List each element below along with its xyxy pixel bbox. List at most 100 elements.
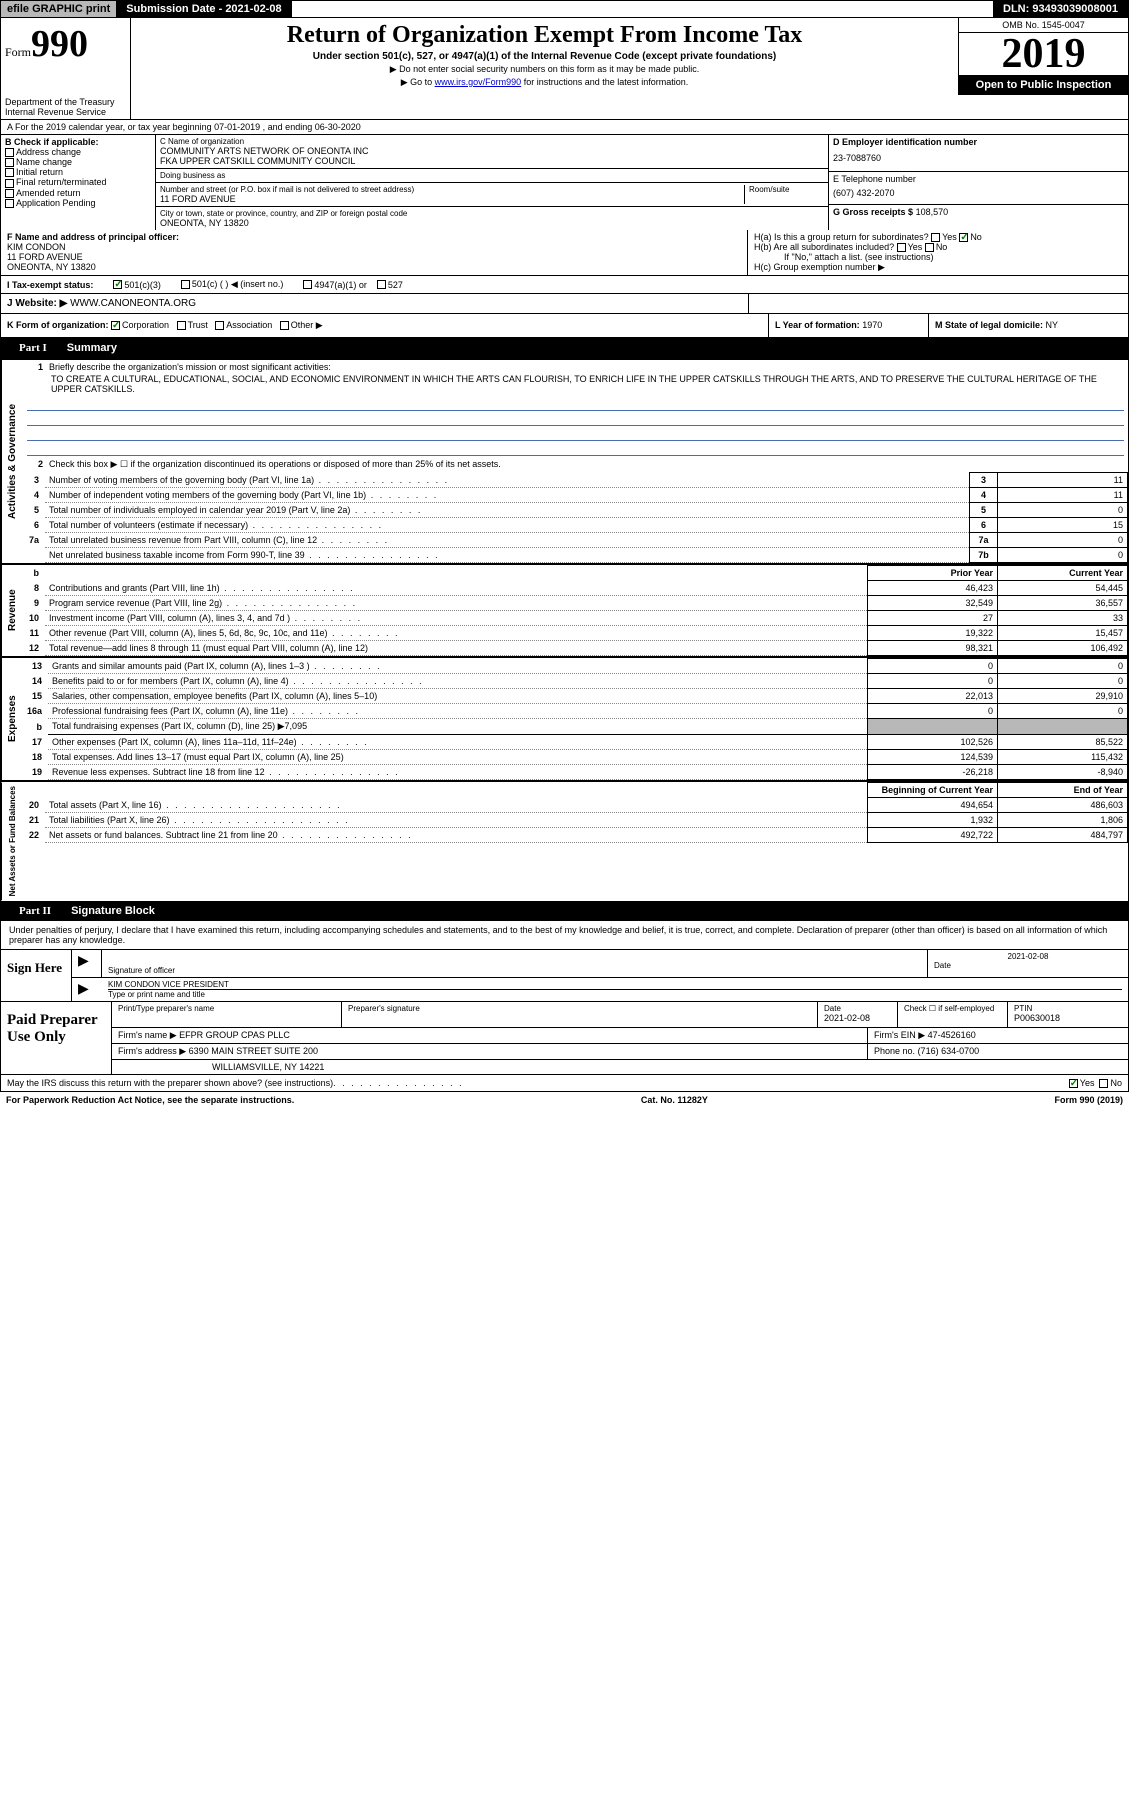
firm-addr1: 6390 MAIN STREET SUITE 200 [189, 1046, 318, 1056]
ein-value: 23-7088760 [833, 147, 1124, 169]
form-ref: Form 990 (2019) [1054, 1095, 1123, 1105]
netassets-content: Beginning of Current YearEnd of Year 20T… [23, 782, 1128, 900]
prep-row-2: Firm's name ▶ EFPR GROUP CPAS PLLC Firm'… [112, 1028, 1128, 1044]
org-address: 11 FORD AVENUE [160, 194, 744, 204]
prep-date: 2021-02-08 [824, 1013, 891, 1023]
check-address[interactable]: Address change [5, 147, 151, 157]
preparer-grid: Paid Preparer Use Only Print/Type prepar… [0, 1002, 1129, 1075]
revenue-side-label: Revenue [1, 565, 23, 656]
revenue-content: bPrior YearCurrent Year 8Contributions a… [23, 565, 1128, 656]
opt-501c: 501(c) ( ) ◀ (insert no.) [192, 279, 283, 290]
discuss-dots [333, 1078, 464, 1088]
check-501c3[interactable] [113, 280, 122, 289]
prep-row-4: WILLIAMSVILLE, NY 14221 [112, 1060, 1128, 1074]
form-org-label: K Form of organization: [7, 320, 109, 330]
rev-row-9: 9Program service revenue (Part VIII, lin… [23, 596, 1128, 611]
officer-addr2: ONEONTA, NY 13820 [7, 262, 741, 272]
exp-row-16b: bTotal fundraising expenses (Part IX, co… [23, 719, 1128, 735]
form-header: Form990 Return of Organization Exempt Fr… [0, 18, 1129, 95]
officer-name: KIM CONDON [7, 242, 741, 252]
prep-date-cell: Date 2021-02-08 [818, 1002, 898, 1027]
check-amended[interactable]: Amended return [5, 188, 151, 198]
mission-text: TO CREATE A CULTURAL, EDUCATIONAL, SOCIA… [23, 374, 1128, 396]
line-2-num: 2 [27, 459, 49, 470]
gross-cell: G Gross receipts $ 108,570 [829, 205, 1128, 219]
discuss-text: May the IRS discuss this return with the… [7, 1078, 333, 1088]
discuss-no[interactable]: No [1099, 1078, 1122, 1088]
prep-row-1: Print/Type preparer's name Preparer's si… [112, 1002, 1128, 1028]
firm-phone-label: Phone no. [874, 1046, 915, 1056]
tax-year: 2019 [959, 33, 1128, 75]
address-cell: Number and street (or P.O. box if mail i… [156, 183, 828, 207]
discuss-row: May the IRS discuss this return with the… [0, 1075, 1129, 1092]
website-label: J Website: ▶ [7, 298, 67, 309]
part-2-label: Part II [9, 904, 61, 918]
ein-cell: D Employer identification number 23-7088… [829, 135, 1128, 172]
check-initial[interactable]: Initial return [5, 167, 151, 177]
addr-label: Number and street (or P.O. box if mail i… [160, 185, 744, 194]
check-corp[interactable] [111, 321, 120, 330]
mission-line-1 [27, 397, 1124, 411]
main-title: Return of Organization Exempt From Incom… [141, 22, 948, 49]
opt-trust: Trust [188, 320, 208, 330]
instruction-1: ▶ Do not enter social security numbers o… [141, 64, 948, 75]
check-assoc[interactable] [215, 321, 224, 330]
check-4947[interactable] [303, 280, 312, 289]
room-label: Room/suite [749, 185, 824, 194]
dba-label: Doing business as [160, 171, 824, 180]
dept-treasury: Department of the Treasury Internal Reve… [1, 95, 131, 119]
sig-officer-row: ▶ Signature of officer 2021-02-08 Date [72, 950, 1128, 978]
prep-sig-label: Preparer's signature [348, 1004, 811, 1013]
dept-row: Department of the Treasury Internal Reve… [0, 95, 1129, 120]
ein-label: D Employer identification number [833, 137, 1124, 147]
act-row-3: 3Number of voting members of the governi… [23, 473, 1128, 488]
check-name[interactable]: Name change [5, 157, 151, 167]
discuss-yes[interactable]: Yes [1069, 1078, 1095, 1088]
check-trust[interactable] [177, 321, 186, 330]
form990-link[interactable]: www.irs.gov/Form990 [435, 77, 522, 87]
org-city: ONEONTA, NY 13820 [160, 218, 824, 228]
na-row-20: 20Total assets (Part X, line 16)494,6544… [23, 798, 1128, 813]
prep-self-label: Check ☐ if self-employed [904, 1004, 1001, 1013]
line-1-text: Briefly describe the organization's miss… [49, 362, 1124, 372]
section-l: L Year of formation: 1970 [768, 314, 928, 337]
firm-phone-cell: Phone no. (716) 634-0700 [868, 1044, 1128, 1059]
check-final[interactable]: Final return/terminated [5, 177, 151, 187]
prep-ptin-label: PTIN [1014, 1004, 1122, 1013]
firm-addr-label: Firm's address ▶ [118, 1046, 186, 1056]
sig-officer-cell: Signature of officer [102, 950, 928, 977]
sign-here-label: Sign Here [1, 950, 71, 1001]
section-b-label: B Check if applicable: [5, 137, 151, 147]
section-klm: K Form of organization: Corporation Trus… [0, 314, 1129, 338]
org-name-label: C Name of organization [160, 137, 824, 146]
open-inspection: Open to Public Inspection [959, 75, 1128, 95]
expenses-content: 13Grants and similar amounts paid (Part … [23, 658, 1128, 780]
opt-527: 527 [388, 280, 403, 290]
type-name-label: Type or print name and title [108, 990, 1122, 999]
act-row-5: 5Total number of individuals employed in… [23, 503, 1128, 518]
check-pending[interactable]: Application Pending [5, 198, 151, 208]
firm-addr-cell: Firm's address ▶ 6390 MAIN STREET SUITE … [112, 1044, 868, 1059]
title-box: Return of Organization Exempt From Incom… [131, 18, 958, 95]
h-c-right [748, 294, 1128, 313]
check-527[interactable] [377, 280, 386, 289]
exp-row-18: 18Total expenses. Add lines 13–17 (must … [23, 750, 1128, 765]
part-2-title: Signature Block [71, 905, 155, 917]
netassets-table: Beginning of Current YearEnd of Year 20T… [23, 782, 1128, 843]
act-row-7a: 7aTotal unrelated business revenue from … [23, 533, 1128, 548]
year-box: OMB No. 1545-0047 2019 Open to Public In… [958, 18, 1128, 95]
efile-label[interactable]: efile GRAPHIC print [1, 1, 116, 17]
preparer-label: Paid Preparer Use Only [1, 1002, 111, 1074]
sig-date: 2021-02-08 [934, 952, 1122, 961]
instruction-2: ▶ Go to www.irs.gov/Form990 for instruct… [141, 77, 948, 88]
exp-row-13: 13Grants and similar amounts paid (Part … [23, 659, 1128, 674]
sign-here-content: ▶ Signature of officer 2021-02-08 Date ▶… [71, 950, 1128, 1001]
form-label: Form [5, 45, 31, 59]
check-501c[interactable] [181, 280, 190, 289]
prep-name-label: Print/Type preparer's name [118, 1004, 335, 1013]
check-other[interactable] [280, 321, 289, 330]
sig-arrow-2: ▶ [72, 978, 102, 1001]
sig-date-cell: 2021-02-08 Date [928, 950, 1128, 977]
act-row-7b: Net unrelated business taxable income fr… [23, 548, 1128, 563]
dln: DLN: 93493039008001 [993, 1, 1128, 17]
